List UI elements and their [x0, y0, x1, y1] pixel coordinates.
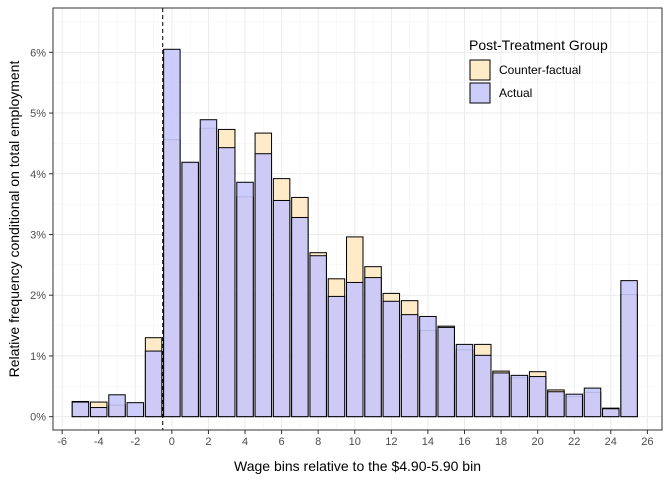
- bar-actual: [510, 374, 529, 418]
- bar-actual: [382, 300, 401, 418]
- x-tick-label: 20: [532, 436, 544, 448]
- bar-actual: [474, 354, 492, 418]
- plot-panel-border: [52, 7, 663, 431]
- bar-actual: [309, 255, 327, 418]
- x-tick-label: 4: [242, 436, 248, 448]
- x-tick-label: 8: [315, 436, 321, 448]
- bar-actual: [327, 295, 346, 418]
- y-axis-title: Relative frequency conditional on total …: [6, 61, 22, 378]
- bar-actual: [400, 314, 419, 418]
- legend-title: Post-Treatment Group: [469, 37, 608, 53]
- x-tick-label: -6: [57, 436, 67, 448]
- bar-actual: [108, 394, 126, 418]
- y-tick-label: 5%: [30, 108, 46, 120]
- legend-label-counter-factual: Counter-factual: [499, 63, 581, 77]
- y-tick-label: 1%: [30, 351, 46, 363]
- x-tick-label: -4: [94, 436, 104, 448]
- bar-actual: [291, 216, 309, 418]
- x-tick-label: 18: [495, 436, 507, 448]
- legend-key-actual: [469, 82, 491, 104]
- bars: [71, 48, 638, 418]
- bar-actual: [602, 408, 620, 418]
- x-tick-label: 2: [205, 436, 211, 448]
- bar-actual: [254, 153, 273, 418]
- bar-actual: [437, 326, 455, 418]
- legend-key-counter-factual: [469, 59, 491, 81]
- bar-actual: [236, 181, 254, 418]
- x-tick-label: 12: [385, 436, 397, 448]
- bar-actual: [144, 350, 163, 418]
- bar-actual: [163, 48, 181, 418]
- y-tick-label: 3%: [30, 229, 46, 241]
- bar-actual: [199, 119, 218, 418]
- axis-ticks: -6 -4 -2 0 2 4 6 8 10 12 14 16 18 20 22 24 260%1%2%3%4%5…: [30, 47, 653, 448]
- bar-actual: [419, 315, 437, 418]
- bar-actual: [272, 199, 291, 418]
- x-tick-label: 26: [641, 436, 653, 448]
- bar-actual: [71, 401, 90, 418]
- x-tick-label: 10: [349, 436, 361, 448]
- bar-actual: [565, 393, 583, 418]
- x-tick-label: 16: [458, 436, 470, 448]
- series-actual: [71, 48, 638, 418]
- x-tick-label: -2: [130, 436, 140, 448]
- bar-actual: [126, 402, 145, 418]
- legend: Post-Treatment Group Counter-factual Act…: [469, 37, 608, 104]
- x-tick-label: 14: [422, 436, 434, 448]
- x-tick-label: 6: [279, 436, 285, 448]
- y-tick-label: 6%: [30, 47, 46, 59]
- x-axis-title: Wage bins relative to the $4.90-5.90 bin: [234, 458, 481, 474]
- bar-actual: [89, 407, 108, 418]
- bar-actual: [364, 277, 382, 418]
- x-tick-label: 24: [605, 436, 617, 448]
- bar-actual: [620, 280, 638, 418]
- x-tick-label: 22: [568, 436, 580, 448]
- y-tick-label: 4%: [30, 169, 46, 181]
- bar-actual: [346, 281, 364, 418]
- bar-actual: [181, 161, 199, 418]
- x-tick-label: 0: [169, 436, 175, 448]
- bar-actual: [583, 387, 602, 418]
- bar-actual: [455, 343, 474, 418]
- bar-actual: [547, 391, 565, 418]
- legend-label-actual: Actual: [499, 86, 532, 100]
- y-tick-label: 0%: [30, 412, 46, 424]
- bar-actual: [528, 376, 547, 418]
- bar-actual: [218, 147, 236, 418]
- bar-actual: [492, 372, 510, 418]
- y-tick-label: 2%: [30, 290, 46, 302]
